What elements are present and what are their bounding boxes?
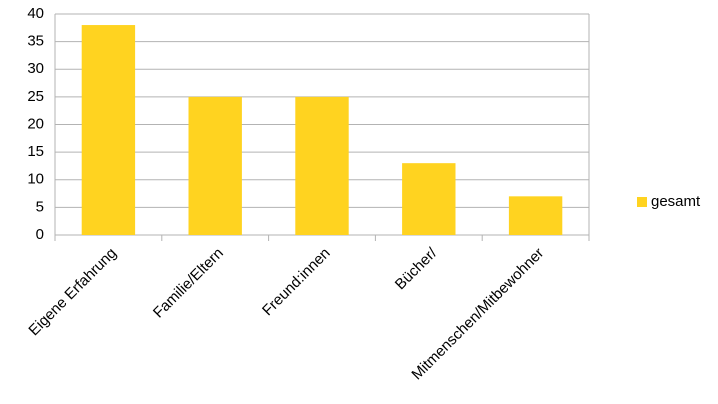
y-tick-label: 10 bbox=[27, 171, 44, 188]
x-tick-label: Familie/Eltern bbox=[150, 245, 227, 322]
y-tick-label: 20 bbox=[27, 115, 44, 132]
legend-label: gesamt bbox=[651, 193, 701, 210]
y-tick-label: 0 bbox=[36, 226, 44, 243]
y-tick-label: 25 bbox=[27, 88, 44, 105]
y-tick-label: 15 bbox=[27, 143, 44, 160]
bar bbox=[508, 196, 563, 235]
bar bbox=[81, 25, 136, 235]
y-tick-label: 30 bbox=[27, 60, 44, 77]
x-tick-label: Bücher/ bbox=[392, 244, 441, 293]
legend-swatch bbox=[637, 197, 647, 207]
bar bbox=[402, 163, 456, 235]
x-tick-label: Freund:innen bbox=[259, 245, 334, 320]
bar bbox=[188, 96, 242, 235]
y-tick-label: 35 bbox=[27, 33, 44, 50]
x-tick-label: Eigene Erfahrung bbox=[25, 245, 120, 340]
y-tick-label: 5 bbox=[36, 198, 44, 215]
bar bbox=[295, 96, 349, 235]
y-tick-label: 40 bbox=[27, 5, 44, 22]
